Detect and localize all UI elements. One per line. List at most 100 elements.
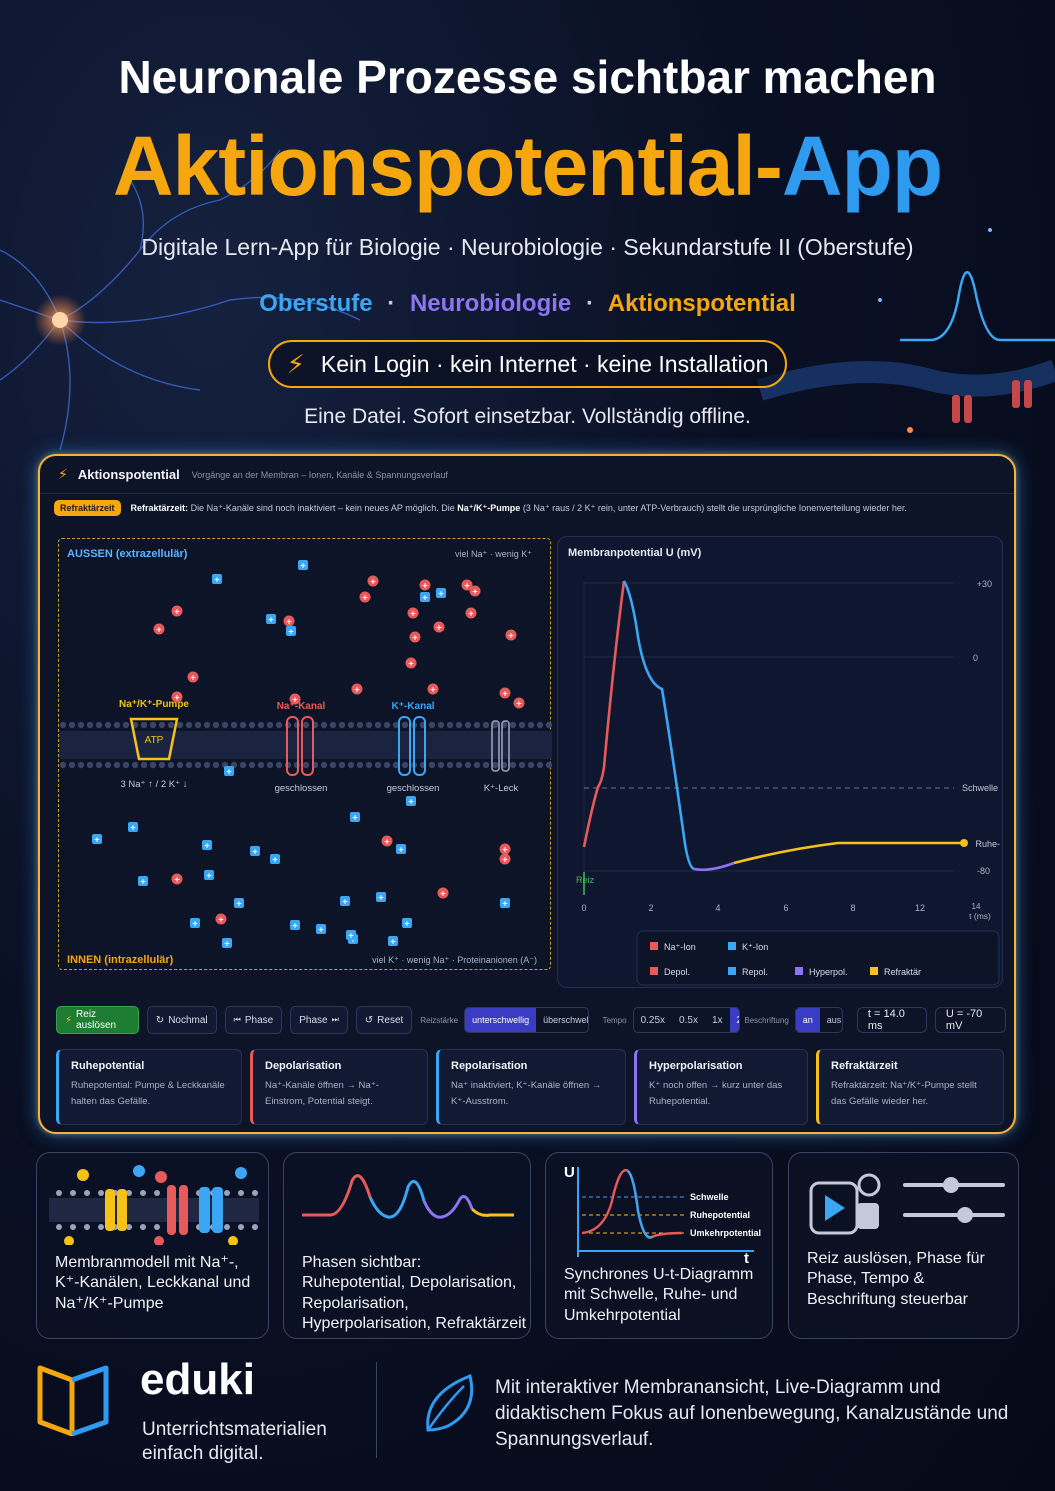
mini-reversal-label: Umkehrpotential xyxy=(690,1228,761,1238)
tag-oberstufe: Oberstufe xyxy=(259,290,373,317)
svg-text:+: + xyxy=(408,659,413,669)
tempo-option[interactable]: 0.5x xyxy=(679,1014,698,1026)
lipid-head xyxy=(131,761,139,769)
lipid-head xyxy=(86,721,94,729)
svg-text:+: + xyxy=(192,919,197,929)
label-plus30: +30 xyxy=(977,579,992,589)
diagram-icon: U t Schwelle Ruhepotential Umkehrpotenti… xyxy=(564,1164,761,1265)
na-ion: + xyxy=(409,631,421,643)
potassium-channel[interactable]: K⁺-Kanal geschlossen xyxy=(387,701,440,794)
svg-text:+: + xyxy=(206,871,211,881)
na-ion: + xyxy=(437,887,449,899)
lipid-head xyxy=(68,721,76,729)
again-button-label: Nochmal xyxy=(168,1014,208,1026)
phase-card-depolarization[interactable]: Depolarisation Na⁺-Kanäle öffnen → Na⁺-E… xyxy=(250,1049,428,1125)
outside-label: AUSSEN (extrazellulär) xyxy=(67,548,188,560)
svg-text:+: + xyxy=(140,877,145,887)
lipid-head xyxy=(149,761,157,769)
na-ion: + xyxy=(469,585,481,597)
again-button[interactable]: ↻ Nochmal xyxy=(146,1006,217,1034)
strength-subthreshold[interactable]: unterschwellig xyxy=(465,1008,537,1032)
k-ion: + xyxy=(190,918,200,929)
stimulus-button-label: Reiz auslösen xyxy=(76,1009,117,1031)
tempo-option[interactable]: 2x xyxy=(729,1008,740,1032)
x-tick: 0 xyxy=(581,903,586,913)
x-tick: 2 xyxy=(648,903,653,913)
na-ion: + xyxy=(215,913,227,925)
pump-note: 3 Na⁺ ↑ / 2 K⁺ ↓ xyxy=(120,779,187,790)
lightning-icon: ⚡ xyxy=(58,466,68,482)
lipid-head xyxy=(347,721,355,729)
feature-card-diagram: U t Schwelle Ruhepotential Umkehrpotenti… xyxy=(545,1152,773,1339)
labels-off[interactable]: aus xyxy=(826,1015,842,1025)
svg-text:+: + xyxy=(440,889,445,899)
feature-card-phases: Phasen sichtbar: Ruhepotential, Depolari… xyxy=(283,1152,531,1339)
svg-text:+: + xyxy=(378,893,383,903)
lipid-head xyxy=(518,761,526,769)
svg-text:+: + xyxy=(354,685,359,695)
phase-card-refractory[interactable]: Refraktärzeit Refraktärzeit: Na⁺/K⁺-Pump… xyxy=(816,1049,1004,1125)
leak-label: K⁺-Leck xyxy=(484,783,519,794)
phase-card-hyperpolarization[interactable]: Hyperpolarisation K⁺ noch offen → kurz u… xyxy=(634,1049,808,1125)
k-channel-label: K⁺-Kanal xyxy=(391,701,434,712)
labels-toggle: an aus xyxy=(794,1007,843,1033)
footer-description: Mit interaktiver Membranansicht, Live-Di… xyxy=(495,1377,1009,1450)
app-title-part2: App xyxy=(781,119,943,213)
na-ion: + xyxy=(283,615,295,627)
svg-text:+: + xyxy=(288,627,293,637)
labels-on[interactable]: an xyxy=(795,1008,820,1032)
stimulus-button[interactable]: ⚡ Reiz auslösen xyxy=(56,1006,139,1034)
lipid-head xyxy=(374,721,382,729)
phase-back-button[interactable]: ⏮ Phase xyxy=(224,1006,283,1034)
subtitle: Digitale Lern-App für Biologie · Neurobi… xyxy=(141,234,914,260)
refractory-curve xyxy=(733,841,964,865)
k-ion: + xyxy=(138,876,148,887)
na-ion: + xyxy=(427,683,439,695)
k-ion: + xyxy=(250,846,260,857)
svg-text:+: + xyxy=(272,855,277,865)
lipid-head xyxy=(158,761,166,769)
lipid-head xyxy=(401,761,409,769)
strength-suprathreshold[interactable]: überschwellig xyxy=(543,1015,587,1025)
app-header: ⚡ Aktionspotential Vorgänge an der Membr… xyxy=(40,456,1014,494)
lipid-head xyxy=(149,721,157,729)
k-ion: + xyxy=(128,822,138,833)
svg-text:+: + xyxy=(130,823,135,833)
leaf-icon xyxy=(426,1373,474,1432)
phase-forward-button[interactable]: Phase ⏭ xyxy=(290,1006,348,1034)
app-title: Aktionspotential-App xyxy=(0,118,1055,215)
phase-card-text: Na⁺ inaktiviert, K⁺-Kanäle öffnen → K⁺-A… xyxy=(451,1080,602,1107)
svg-text:+: + xyxy=(502,855,507,865)
lipid-head xyxy=(104,721,112,729)
reset-icon: ↺ xyxy=(364,1014,374,1026)
phase-card-text: Ruhepotential: Pumpe & Leckkanäle halten… xyxy=(71,1080,225,1107)
sodium-channel[interactable]: Na⁺-Kanal geschlossen xyxy=(275,701,328,794)
lipid-head xyxy=(509,761,517,769)
k-ion: + xyxy=(212,574,222,585)
lipid-head xyxy=(446,761,454,769)
phase-forward-label: Phase xyxy=(299,1014,328,1026)
lipid-head xyxy=(527,721,535,729)
k-ion: + xyxy=(266,614,276,625)
lipid-head xyxy=(248,721,256,729)
phase-card-rest[interactable]: Ruhepotential Ruhepotential: Pumpe & Lec… xyxy=(56,1049,242,1125)
tempo-option[interactable]: 1x xyxy=(711,1014,723,1026)
phase-card-repolarization[interactable]: Repolarisation Na⁺ inaktiviert, K⁺-Kanäl… xyxy=(436,1049,626,1125)
topic-tags: Oberstufe · Neurobiologie · Aktionspoten… xyxy=(0,290,1055,318)
sodium-potassium-pump[interactable]: ATP Na⁺/K⁺-Pumpe 3 Na⁺ ↑ / 2 K⁺ ↓ xyxy=(119,699,189,790)
svg-text:+: + xyxy=(508,631,513,641)
lipid-head xyxy=(212,761,220,769)
svg-text:+: + xyxy=(438,589,443,599)
tempo-option[interactable]: 0.25x xyxy=(640,1014,666,1026)
lipid-head xyxy=(203,761,211,769)
lipid-head xyxy=(194,761,202,769)
svg-text:+: + xyxy=(370,577,375,587)
na-ion: + xyxy=(171,873,183,885)
reset-button[interactable]: ↺ Reset xyxy=(355,1006,413,1034)
na-ion: + xyxy=(153,623,165,635)
k-ion: + xyxy=(350,812,360,823)
lipid-head xyxy=(248,761,256,769)
k-ion: + xyxy=(204,870,214,881)
no-login-pill: ⚡ Kein Login · kein Internet · keine Ins… xyxy=(268,340,787,388)
lipid-head xyxy=(545,721,553,729)
